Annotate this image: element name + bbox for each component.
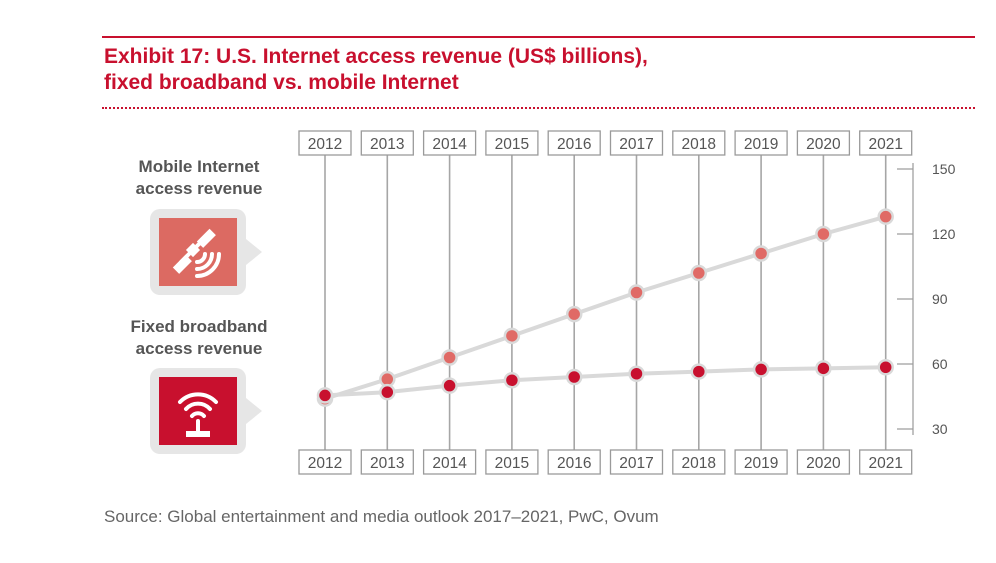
x-tick-box-bottom-2021: [859, 449, 913, 475]
x-tick-label-top-2018: 2018: [682, 136, 716, 153]
y-tick-label-60: 60: [932, 356, 948, 372]
y-tick-label-30: 30: [932, 421, 948, 437]
x-tick-label-bottom-2013: 2013: [370, 455, 404, 472]
source-note: Source: Global entertainment and media o…: [104, 507, 659, 526]
series-line-mobile: [324, 214, 887, 401]
x-tick-box-top-2021: [859, 130, 913, 156]
router-icon: [159, 377, 237, 445]
point-fixed-2018: [690, 363, 708, 380]
x-tick-label-bottom-2012: 2012: [308, 455, 342, 472]
x-tick-label-bottom-2017: 2017: [619, 455, 653, 472]
x-tick-label-bottom-2019: 2019: [744, 455, 778, 472]
x-tick-label-bottom-2018: 2018: [682, 455, 716, 472]
x-tick-box-bottom-2012: [298, 449, 352, 475]
point-fixed-2012: [316, 387, 334, 404]
point-fixed-2021: [877, 359, 894, 376]
x-tick-label-bottom-2016: 2016: [557, 455, 591, 472]
x-tick-box-top-2018: [672, 130, 726, 156]
point-fixed-2015: [503, 372, 521, 389]
x-tick-label-bottom-2015: 2015: [495, 455, 529, 472]
x-tick-label-top-2015: 2015: [495, 136, 529, 153]
x-tick-box-bottom-2016: [547, 449, 601, 475]
x-tick-box-top-2016: [547, 130, 601, 156]
x-tick-label-top-2016: 2016: [557, 136, 591, 153]
point-fixed-2019: [752, 361, 770, 378]
point-mobile-2019: [752, 245, 770, 262]
legend-fixed-label-line-1: Fixed broadband: [130, 317, 268, 336]
point-fixed-2013: [379, 383, 396, 401]
x-tick-box-top-2012: [298, 130, 352, 156]
x-tick-box-top-2015: [485, 130, 539, 156]
x-tick-label-top-2013: 2013: [370, 136, 404, 153]
legend-fixed-label-line-2: access revenue: [135, 339, 263, 358]
x-tick-label-top-2021: 2021: [868, 136, 902, 153]
title-dotted-rule: [102, 107, 975, 109]
x-tick-label-top-2017: 2017: [619, 136, 653, 153]
x-tick-box-bottom-2020: [796, 449, 851, 475]
point-fixed-2016: [565, 368, 583, 386]
series-line-fixed: [324, 365, 886, 398]
point-mobile-2015: [503, 327, 521, 345]
satellite-icon: [159, 218, 237, 286]
legend-mobile-label: Mobile Internet access revenue: [94, 156, 304, 200]
x-tick-box-top-2017: [609, 130, 664, 156]
x-tick-box-top-2013: [360, 130, 414, 156]
point-mobile-2017: [628, 284, 645, 301]
point-mobile-2018: [690, 264, 708, 282]
page-title: Exhibit 17: U.S. Internet access revenue…: [104, 44, 964, 96]
x-tick-label-top-2020: 2020: [806, 136, 841, 153]
point-mobile-2021: [877, 208, 894, 225]
x-tick-label-top-2014: 2014: [432, 136, 467, 153]
x-tick-label-bottom-2014: 2014: [432, 455, 467, 472]
legend-mobile-icon-frame: [150, 209, 262, 295]
point-fixed-2017: [628, 365, 645, 382]
point-fixed-2020: [815, 360, 832, 377]
x-tick-box-top-2014: [422, 130, 477, 156]
title-line-2: fixed broadband vs. mobile Internet: [104, 71, 459, 94]
x-tick-label-top-2019: 2019: [744, 136, 778, 153]
x-tick-box-bottom-2018: [672, 449, 726, 475]
legend-fixed-icon-frame: [150, 368, 262, 454]
legend-mobile-label-line-2: access revenue: [135, 179, 263, 198]
x-tick-box-bottom-2013: [360, 449, 414, 475]
point-mobile-2014: [441, 349, 458, 366]
y-tick-label-150: 150: [932, 161, 956, 177]
y-tick-label-90: 90: [932, 291, 948, 307]
title-top-rule: [102, 36, 975, 38]
x-tick-box-bottom-2017: [609, 449, 664, 475]
point-fixed-2014: [441, 377, 458, 394]
x-tick-box-bottom-2014: [422, 449, 477, 475]
x-tick-label-top-2012: 2012: [308, 136, 342, 153]
y-tick-label-120: 120: [932, 226, 956, 242]
x-tick-label-bottom-2021: 2021: [868, 455, 902, 472]
x-tick-label-bottom-2020: 2020: [806, 455, 841, 472]
legend-mobile-label-line-1: Mobile Internet: [138, 157, 260, 176]
title-line-1: Exhibit 17: U.S. Internet access revenue…: [104, 45, 648, 68]
legend-fixed-label: Fixed broadband access revenue: [94, 316, 304, 360]
point-mobile-2016: [565, 305, 583, 323]
x-tick-box-bottom-2019: [734, 449, 788, 475]
point-mobile-2020: [815, 225, 832, 243]
x-tick-box-bottom-2015: [485, 449, 539, 475]
x-tick-box-top-2019: [734, 130, 788, 156]
x-tick-box-top-2020: [796, 130, 851, 156]
